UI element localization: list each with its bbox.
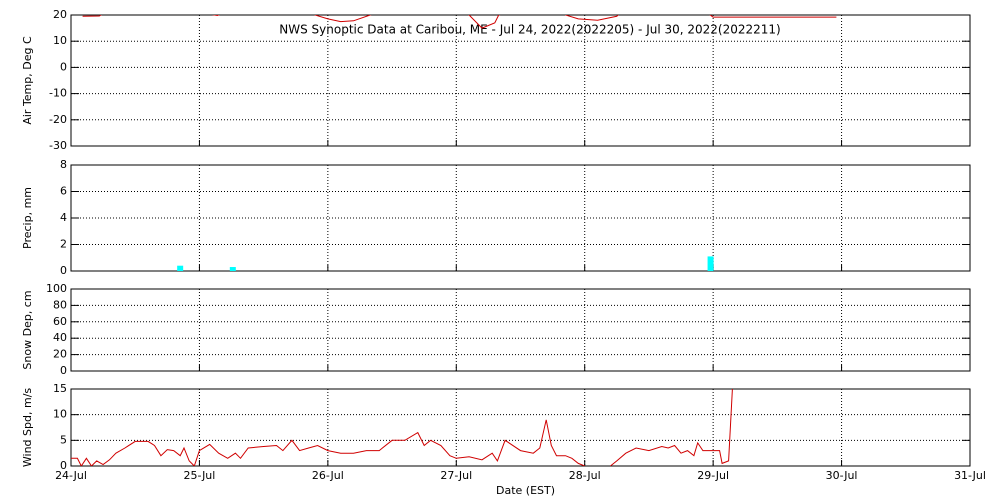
panel: -30 -20 -10 0 10 20 Air Temp, Deg C NWS Synopti… [21,8,971,152]
y-tick-label: 100 [46,282,67,295]
y-tick-label: -10 [49,87,67,100]
y-tick-label: 0 [60,60,67,73]
y-tick-label: 10 [53,408,67,421]
line [71,419,585,466]
panel: 0 2 4 6 8 Precip, mm [21,158,971,277]
y-tick-label: 10 [53,34,67,47]
x-tick-label: 29-Jul [697,469,729,482]
data-layer [82,15,837,29]
y-tick-label: 20 [53,348,67,361]
x-tick-label: 25-Jul [183,469,215,482]
x-tick-label: 24-Jul [55,469,87,482]
panel: 0 5 10 15 24-Jul 25-Jul 26-Jul 27-Jul 28-Jul 29-J… [21,382,986,497]
y-tick-label: 8 [60,158,67,171]
y-axis-label: Air Temp, Deg C [21,36,34,125]
y-tick-label: 0 [60,264,67,277]
data-layer [71,389,733,466]
y-tick-label: -20 [49,113,67,126]
y-tick-label: 15 [53,382,67,395]
y-axis-label: Precip, mm [21,187,34,249]
x-tick-label: 31-Jul [954,469,986,482]
y-tick-label: 0 [60,459,67,472]
x-tick-label: 27-Jul [440,469,472,482]
bar [177,265,184,271]
y-axis-label: Wind Spd, m/s [21,388,34,468]
y-tick-label: -30 [49,139,67,152]
line [82,15,837,29]
x-tick-label: 28-Jul [569,469,601,482]
y-tick-label: 5 [60,433,67,446]
bar [707,256,714,271]
x-tick-label: 26-Jul [312,469,344,482]
y-tick-label: 40 [53,331,67,344]
bar [229,267,236,271]
y-tick-label: 60 [53,315,67,328]
plot-frame [70,388,971,467]
y-tick-label: 20 [53,8,67,21]
x-tick-label: 30-Jul [826,469,858,482]
panel: 0 20 40 60 80 100 Snow Dep, cm [21,282,971,377]
line [610,389,733,466]
y-axis-label: Snow Dep, cm [21,290,34,369]
y-tick-label: 6 [60,185,67,198]
y-tick-label: 0 [60,364,67,377]
y-tick-label: 80 [53,298,67,311]
x-axis-label: Date (EST) [496,484,555,497]
y-tick-label: 4 [60,211,67,224]
plot-frame [70,164,971,272]
plot-frame [70,288,971,372]
chart-title: NWS Synoptic Data at Caribou, ME - Jul 2… [279,23,780,37]
data-layer [177,256,714,271]
plot-frame [70,14,971,147]
y-tick-label: 2 [60,238,67,251]
